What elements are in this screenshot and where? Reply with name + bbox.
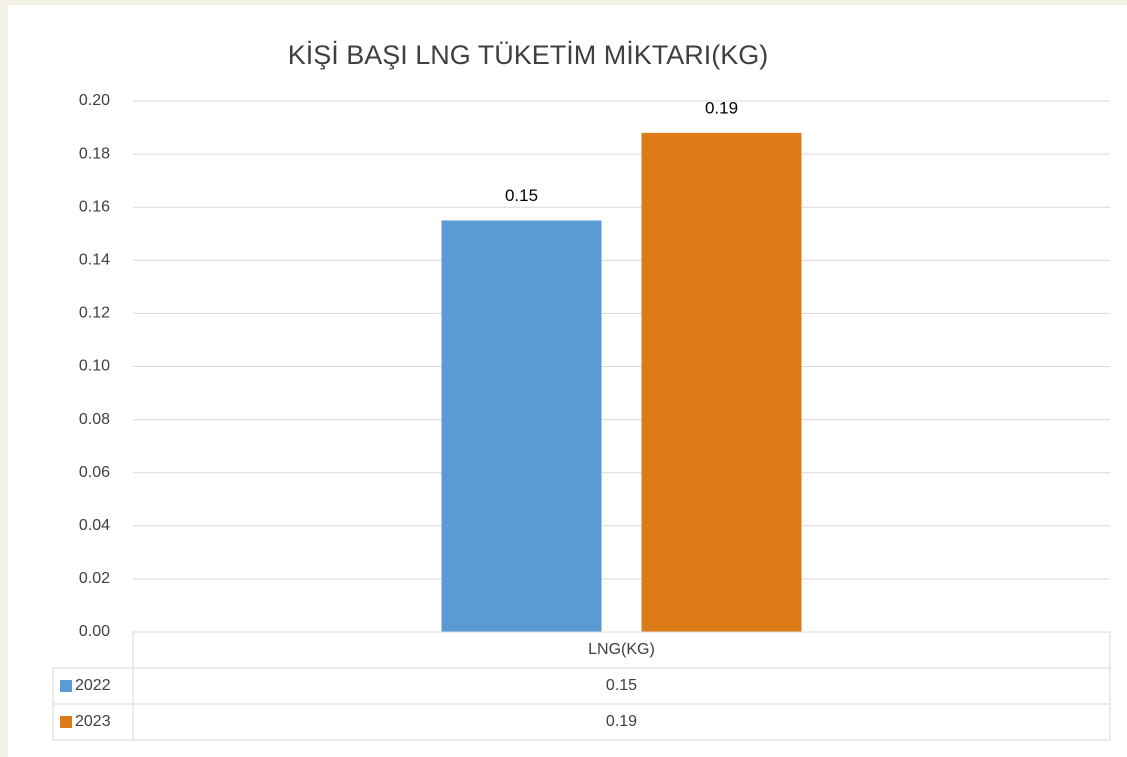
y-tick-label: 0.04 (79, 517, 110, 534)
y-tick-label: 0.08 (79, 411, 110, 428)
bar (441, 220, 602, 632)
y-tick-label: 0.10 (79, 358, 110, 375)
x-tick-label: LNG(KG) (588, 641, 655, 658)
legend-label: 2023 (75, 713, 111, 730)
y-tick-label: 0.06 (79, 464, 110, 481)
y-tick-label: 0.12 (79, 305, 110, 322)
data-label: 0.19 (705, 98, 738, 117)
bar (641, 132, 802, 633)
y-tick-label: 0.20 (79, 92, 110, 109)
data-table-value: 0.19 (606, 713, 637, 730)
y-tick-label: 0.16 (79, 198, 110, 215)
y-tick-label: 0.18 (79, 145, 110, 162)
legend-label: 2022 (75, 677, 111, 694)
y-tick-label: 0.02 (79, 570, 110, 587)
y-tick-label: 0.00 (79, 623, 110, 640)
legend-key (60, 716, 72, 728)
data-table-value: 0.15 (606, 677, 637, 694)
data-label: 0.15 (505, 186, 538, 205)
chart-title: KİŞİ BAŞI LNG TÜKETİM MİKTARI(KG) (288, 39, 769, 70)
data-table-row (52, 703, 1111, 741)
y-tick-label: 0.14 (79, 252, 110, 269)
legend-key (60, 680, 72, 692)
